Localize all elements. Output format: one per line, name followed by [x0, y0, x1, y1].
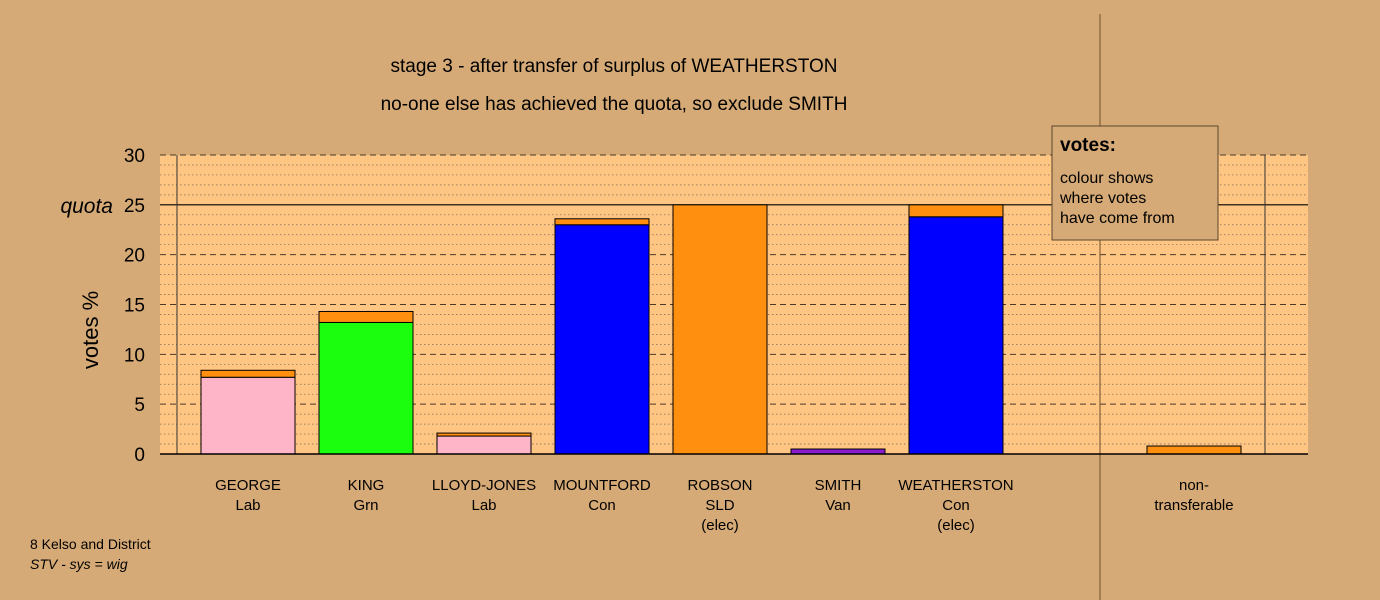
x-label-king: KING — [348, 477, 385, 494]
legend-box — [1051, 125, 1219, 241]
legend-line-1: colour shows — [1060, 170, 1153, 187]
chart-title: stage 3 - after transfer of surplus of W… — [390, 56, 837, 77]
x-label-king: Grn — [353, 497, 378, 514]
x-label-lloyd-jones: LLOYD-JONES — [432, 477, 536, 494]
x-label-george: GEORGE — [215, 477, 281, 494]
x-label-george: Lab — [235, 497, 260, 514]
y-tick-label: 15 — [124, 296, 145, 317]
y-axis-ticks: 0 5 10 15 20 25 30 — [124, 146, 145, 466]
legend-line-3: have come from — [1060, 210, 1175, 227]
x-label-robson: ROBSON — [687, 477, 752, 494]
bar-king-base — [318, 321, 414, 455]
bar-george-transfer — [200, 369, 296, 378]
legend-title: votes: — [1060, 135, 1116, 156]
bar-nontransferable — [1146, 445, 1242, 455]
footer-system: STV - sys = wig — [30, 556, 128, 572]
y-tick-label: 5 — [134, 395, 145, 416]
bars — [200, 204, 1242, 455]
legend-line-2: where votes — [1059, 190, 1146, 207]
y-tick-label: 20 — [124, 246, 145, 267]
x-axis-labels: GEORGE Lab KING Grn LLOYD-JONES Lab MOUNTFORD C… — [215, 477, 1234, 534]
quota-label: quota — [60, 195, 113, 218]
x-label-weatherston: (elec) — [937, 517, 975, 534]
bar-weatherston-transfer — [908, 204, 1004, 218]
x-label-lloyd-jones: Lab — [471, 497, 496, 514]
x-label-smith: SMITH — [815, 477, 862, 494]
footer-ward: 8 Kelso and District — [30, 536, 151, 552]
bar-mountford-base — [554, 224, 650, 455]
x-label-nontransferable: transferable — [1154, 497, 1233, 514]
bar-lloyd-jones-base — [436, 435, 532, 455]
y-axis-label: votes % — [78, 291, 103, 369]
x-label-smith: Van — [825, 497, 851, 514]
x-label-weatherston: Con — [942, 497, 970, 514]
chart-subtitle: no-one else has achieved the quota, so e… — [381, 94, 848, 115]
bar-robson-base — [672, 204, 768, 455]
y-tick-label: 10 — [124, 345, 145, 366]
bar-george-base — [200, 376, 296, 455]
bar-lloyd-jones-transfer — [436, 432, 532, 437]
x-label-mountford: Con — [588, 497, 616, 514]
x-label-robson: SLD — [705, 497, 734, 514]
legend: votes: colour shows where votes have com… — [1051, 125, 1219, 241]
x-label-nontransferable: non- — [1179, 477, 1209, 494]
x-label-robson: (elec) — [701, 517, 739, 534]
y-tick-label: 30 — [124, 146, 145, 167]
bar-king-transfer — [318, 310, 414, 323]
x-label-weatherston: WEATHERSTON — [898, 477, 1013, 494]
y-tick-label: 25 — [124, 196, 145, 217]
bar-smith-base — [790, 448, 886, 455]
bar-weatherston-base — [908, 216, 1004, 455]
bar-mountford-transfer — [554, 218, 650, 226]
y-tick-label: 0 — [134, 445, 145, 466]
x-label-mountford: MOUNTFORD — [553, 477, 651, 494]
